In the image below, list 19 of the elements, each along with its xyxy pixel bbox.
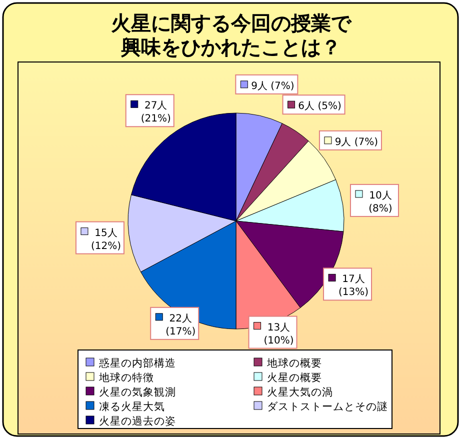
chart-title: 火星に関する今回の授業で興味をひかれたことは？ bbox=[111, 11, 352, 59]
data-label: 15人 (12%) bbox=[90, 228, 122, 252]
data-label: 17人 (13%) bbox=[338, 274, 369, 298]
data-label: 10人 (8%) bbox=[368, 190, 392, 214]
legend-label: 凍る火星大気 bbox=[99, 400, 165, 413]
legend-label: 火星の過去の姿 bbox=[99, 414, 176, 428]
legend-label: 火星の概要 bbox=[267, 371, 322, 384]
legend-label: 火星大気の渦 bbox=[267, 386, 333, 398]
data-label: 6人 (5%) bbox=[298, 101, 342, 112]
data-label: 27人 (21%) bbox=[140, 100, 171, 125]
legend-label: 地球の特徴 bbox=[98, 371, 154, 384]
data-label: 9人 (7%) bbox=[251, 80, 294, 92]
legend-label: ダストストームとその謎 bbox=[267, 400, 388, 413]
legend-label: 惑星の内部構造 bbox=[98, 356, 176, 370]
data-label: 13人 (10%) bbox=[264, 322, 294, 346]
legend-label: 火星の気象観測 bbox=[99, 386, 176, 398]
data-label: 22人 (17%) bbox=[166, 313, 196, 338]
legend-label: 地球の概要 bbox=[266, 356, 322, 370]
data-label: 9人 (7%) bbox=[334, 136, 378, 148]
